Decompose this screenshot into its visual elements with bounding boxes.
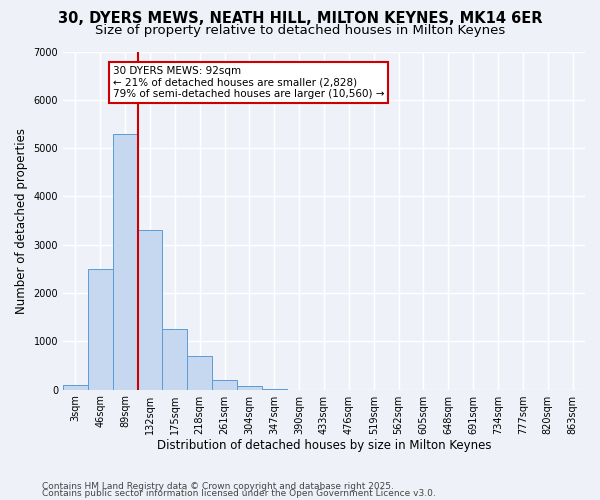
Bar (113, 134, 137, 390)
Bar (163, 329, 187, 390)
Bar (63, 385, 88, 390)
X-axis label: Distribution of detached houses by size in Milton Keynes: Distribution of detached houses by size … (157, 440, 491, 452)
Text: 30 DYERS MEWS: 92sqm
← 21% of detached houses are smaller (2,828)
79% of semi-de: 30 DYERS MEWS: 92sqm ← 21% of detached h… (113, 66, 384, 99)
Y-axis label: Number of detached properties: Number of detached properties (15, 128, 28, 314)
Text: Contains HM Land Registry data © Crown copyright and database right 2025.: Contains HM Land Registry data © Crown c… (42, 482, 394, 491)
Bar (88, 269, 113, 390)
Text: Contains public sector information licensed under the Open Government Licence v3: Contains public sector information licen… (42, 490, 436, 498)
Bar (237, 386, 262, 390)
Bar (137, 230, 163, 390)
Bar (212, 380, 237, 390)
Bar (262, 389, 287, 390)
Text: Size of property relative to detached houses in Milton Keynes: Size of property relative to detached ho… (95, 24, 505, 37)
Bar (187, 356, 212, 390)
Text: 30, DYERS MEWS, NEATH HILL, MILTON KEYNES, MK14 6ER: 30, DYERS MEWS, NEATH HILL, MILTON KEYNE… (58, 11, 542, 26)
